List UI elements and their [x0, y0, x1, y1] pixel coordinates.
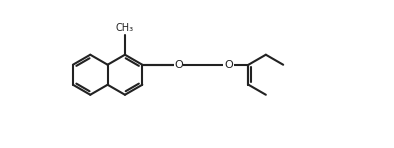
Text: O: O [174, 60, 183, 70]
Text: CH₃: CH₃ [116, 23, 134, 33]
Text: O: O [224, 60, 233, 70]
